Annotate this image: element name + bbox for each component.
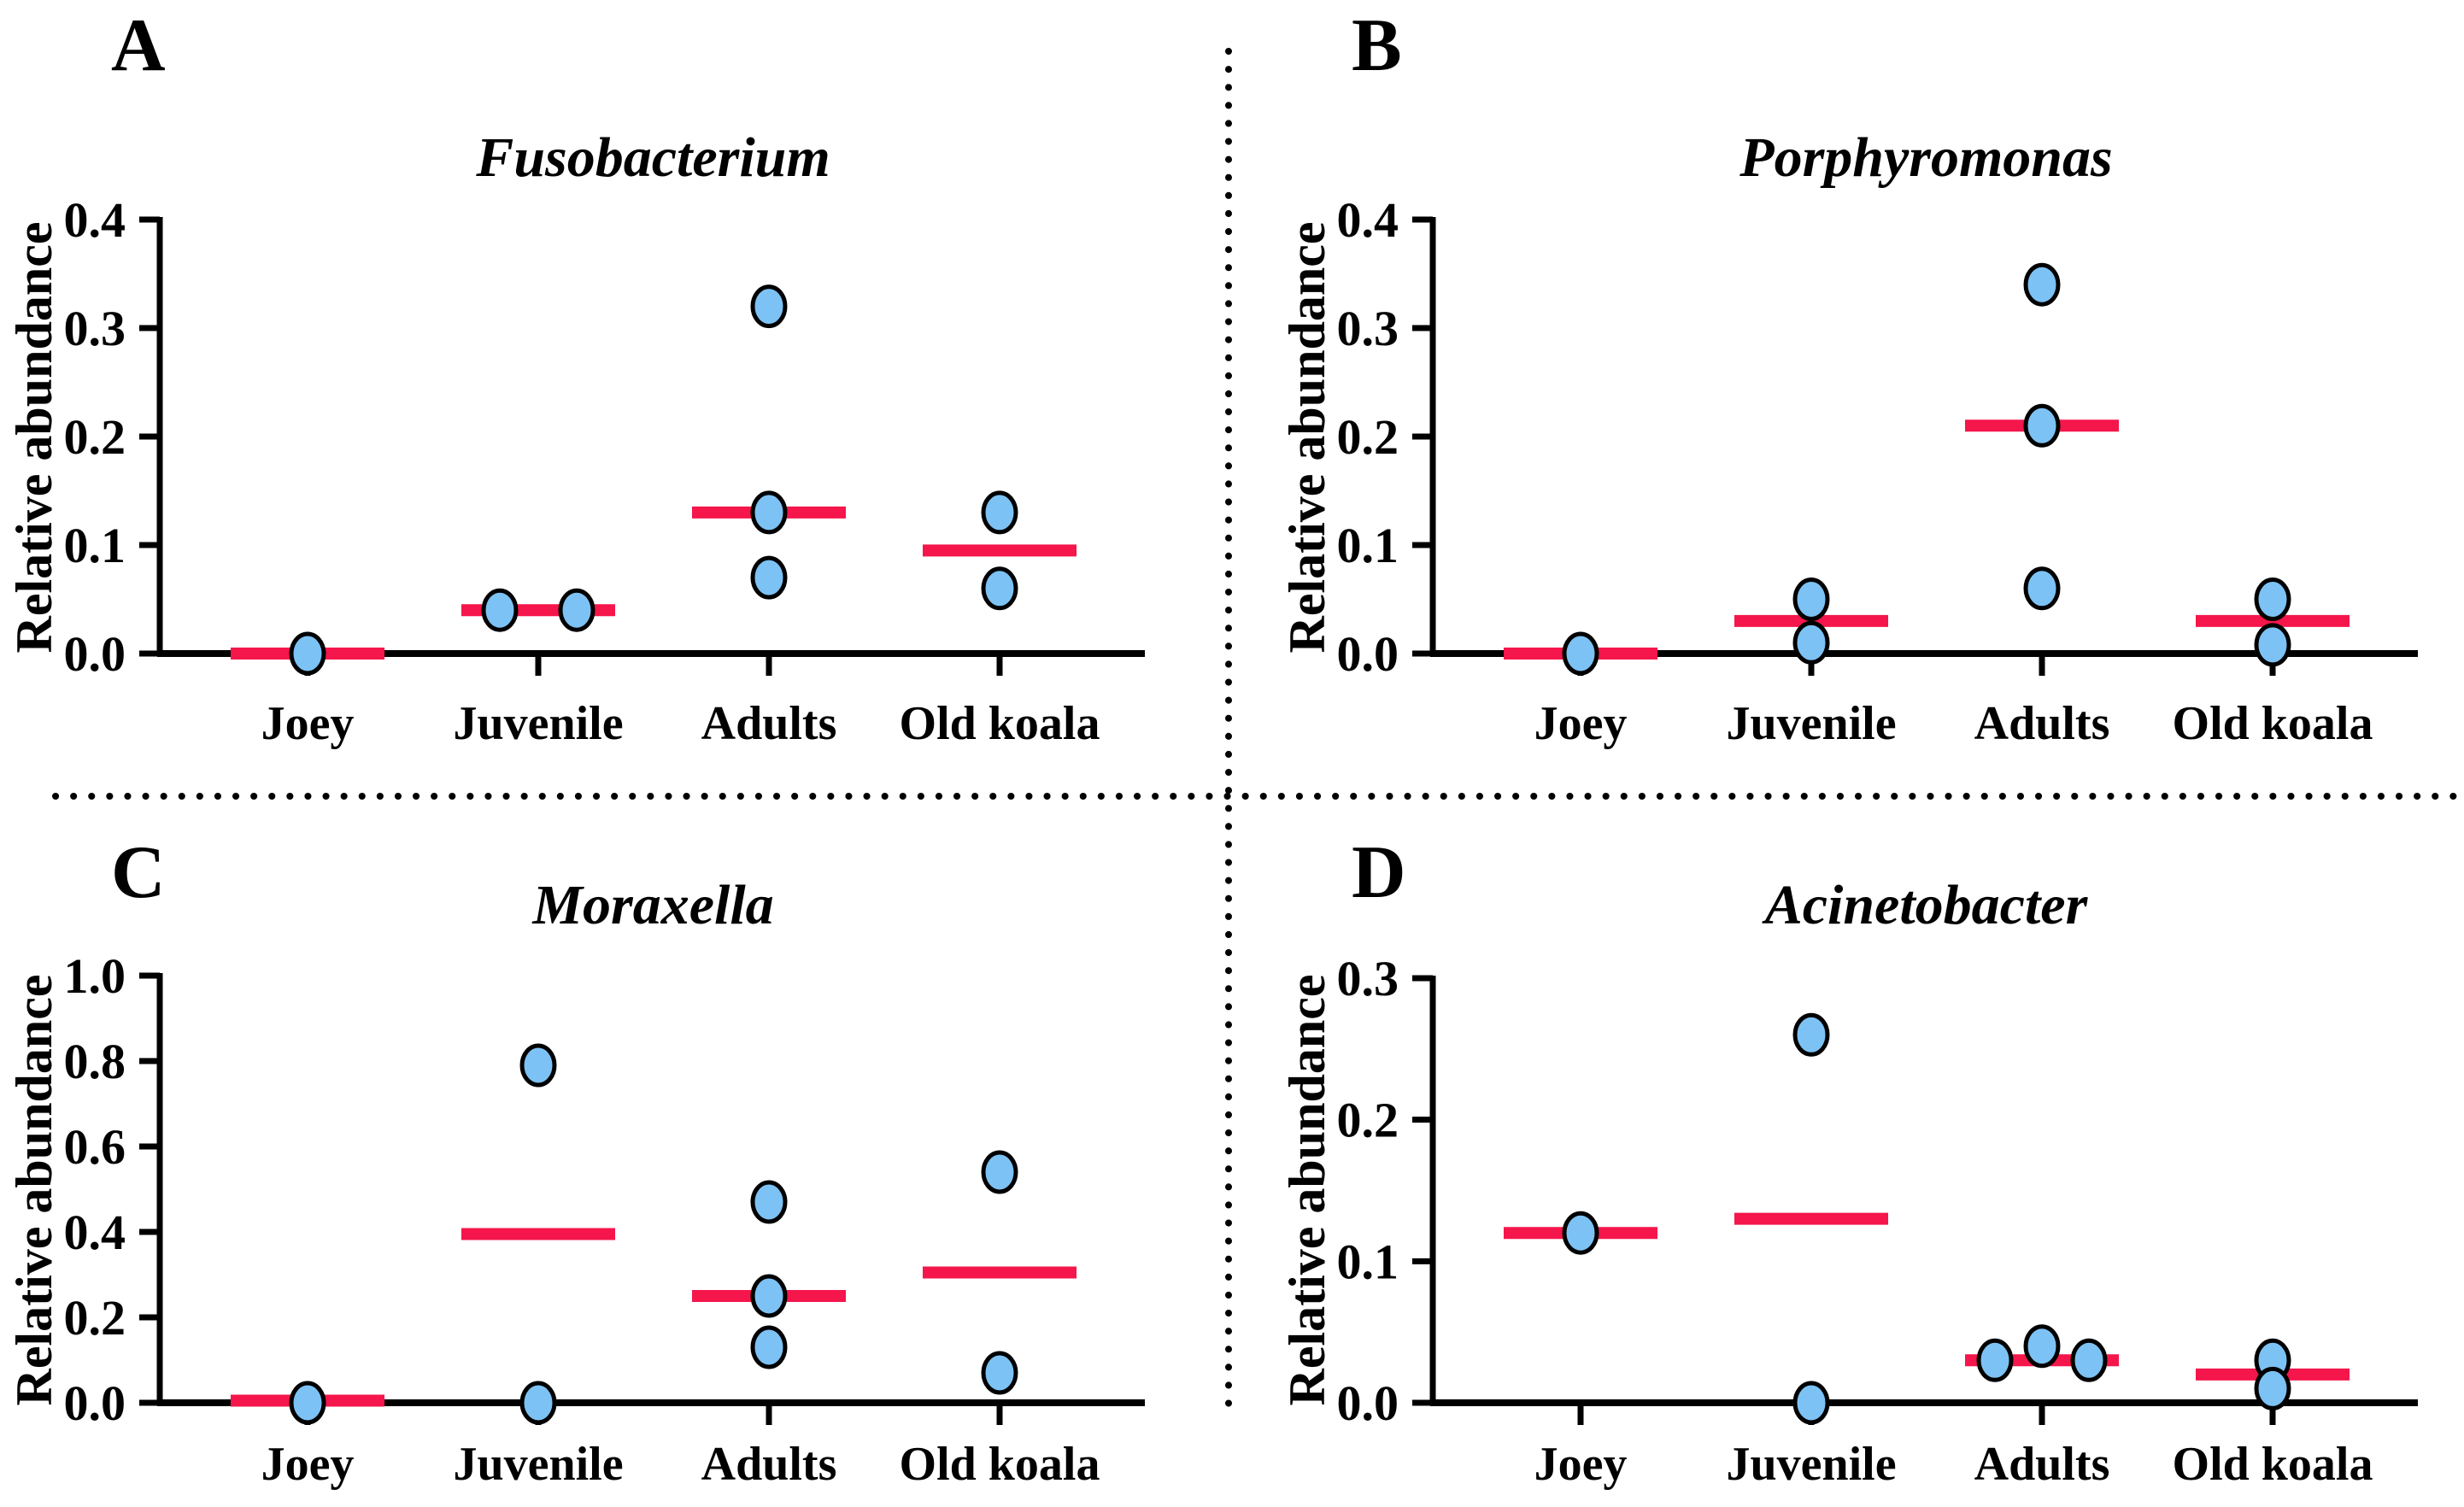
- category-label: Adults: [701, 1438, 837, 1491]
- data-point: [1562, 631, 1599, 676]
- data-point: [2023, 262, 2061, 307]
- category-label: Adults: [1974, 697, 2110, 750]
- plot-panel-c: 0.0 0.2 0.4 0.6 0.8 1.0 Joey Juvenile Adults Old …: [64, 948, 1145, 1491]
- y-tick-label: 0.8: [64, 1034, 126, 1089]
- panel-title-fusobacterium: Fusobacterium: [476, 126, 830, 189]
- category-label: Juvenile: [1726, 1438, 1896, 1491]
- category-label: Joey: [1534, 697, 1628, 750]
- category-label: Juvenile: [453, 1438, 623, 1491]
- data-point: [750, 1325, 788, 1369]
- data-point: [1792, 1381, 1830, 1425]
- y-tick-label: 0.2: [64, 409, 126, 465]
- category-label: Adults: [701, 697, 837, 750]
- category-label: Old koala: [2173, 1438, 2373, 1491]
- y-tick-label: 0.4: [64, 192, 126, 248]
- y-tick-label: 1.0: [64, 948, 126, 1004]
- category-label: Joey: [261, 1438, 355, 1491]
- data-point: [2023, 1324, 2061, 1369]
- data-point: [981, 490, 1018, 535]
- data-point: [2023, 403, 2061, 448]
- data-point: [558, 588, 595, 632]
- y-tick-label: 0.6: [64, 1119, 126, 1175]
- y-tick-label: 0.1: [1337, 1234, 1399, 1289]
- y-tick-label: 0.3: [64, 301, 126, 356]
- category-label: Adults: [1974, 1438, 2110, 1491]
- data-point: [750, 1180, 788, 1224]
- data-point: [1792, 1012, 1830, 1057]
- data-point: [750, 284, 788, 329]
- category-label: Joey: [1534, 1438, 1628, 1491]
- panel-title-acinetobacter: Acinetobacter: [1764, 874, 2088, 936]
- data-point: [750, 1274, 788, 1318]
- y-tick-label: 0.0: [1337, 626, 1399, 682]
- plot-panel-b: 0.0 0.1 0.2 0.3 0.4 Joey Juvenile Adults Old koa…: [1337, 192, 2418, 750]
- category-label: Juvenile: [1726, 697, 1896, 750]
- y-tick-label: 0.3: [1337, 951, 1399, 1006]
- panel-letter-a: A: [111, 4, 166, 87]
- data-point: [981, 1351, 1018, 1395]
- y-tick-label: 0.2: [1337, 409, 1399, 465]
- category-label: Juvenile: [453, 697, 623, 750]
- y-tick-label: 0.0: [64, 1375, 126, 1431]
- panel-title-moraxella: Moraxella: [532, 874, 774, 936]
- data-point: [519, 1381, 557, 1425]
- panel-letter-c: C: [111, 831, 166, 914]
- data-point: [750, 490, 788, 535]
- panel-letter-d: D: [1352, 831, 1406, 914]
- data-point: [1792, 620, 1830, 665]
- y-tick-label: 0.2: [64, 1290, 126, 1346]
- data-point: [2070, 1338, 2108, 1382]
- y-tick-label: 0.3: [1337, 301, 1399, 356]
- category-label: Old koala: [900, 1438, 1100, 1491]
- category-label: Old koala: [900, 697, 1100, 750]
- data-point: [519, 1043, 557, 1088]
- y-tick-label: 0.4: [1337, 192, 1399, 248]
- data-point: [750, 555, 788, 600]
- data-point: [1976, 1338, 2014, 1382]
- data-point: [981, 566, 1018, 611]
- data-point: [1792, 578, 1830, 621]
- data-point: [2254, 623, 2291, 667]
- data-point: [981, 1150, 1018, 1194]
- plot-panel-d: 0.0 0.1 0.2 0.3 Joey Juvenile Adults Old koala: [1337, 951, 2418, 1491]
- y-tick-label: 0.1: [1337, 518, 1399, 573]
- y-tick-label: 0.2: [1337, 1093, 1399, 1148]
- data-point: [2254, 578, 2291, 621]
- y-tick-label: 0.0: [64, 626, 126, 682]
- plot-panel-a: 0.0 0.1 0.2 0.3 0.4 Joey Juvenile Adults Old koa…: [64, 192, 1145, 750]
- data-point: [1562, 1211, 1599, 1255]
- category-label: Old koala: [2173, 697, 2373, 750]
- data-point: [481, 588, 519, 632]
- panel-letter-b: B: [1352, 4, 1402, 87]
- y-tick-label: 0.0: [1337, 1375, 1399, 1431]
- data-point: [289, 631, 326, 676]
- data-point: [289, 1381, 326, 1425]
- data-point: [2254, 1366, 2291, 1410]
- y-tick-label: 0.1: [64, 518, 126, 573]
- y-tick-label: 0.4: [64, 1205, 126, 1260]
- category-label: Joey: [261, 697, 355, 750]
- data-point: [2023, 566, 2061, 611]
- panel-title-porphyromonas: Porphyromonas: [1739, 126, 2113, 189]
